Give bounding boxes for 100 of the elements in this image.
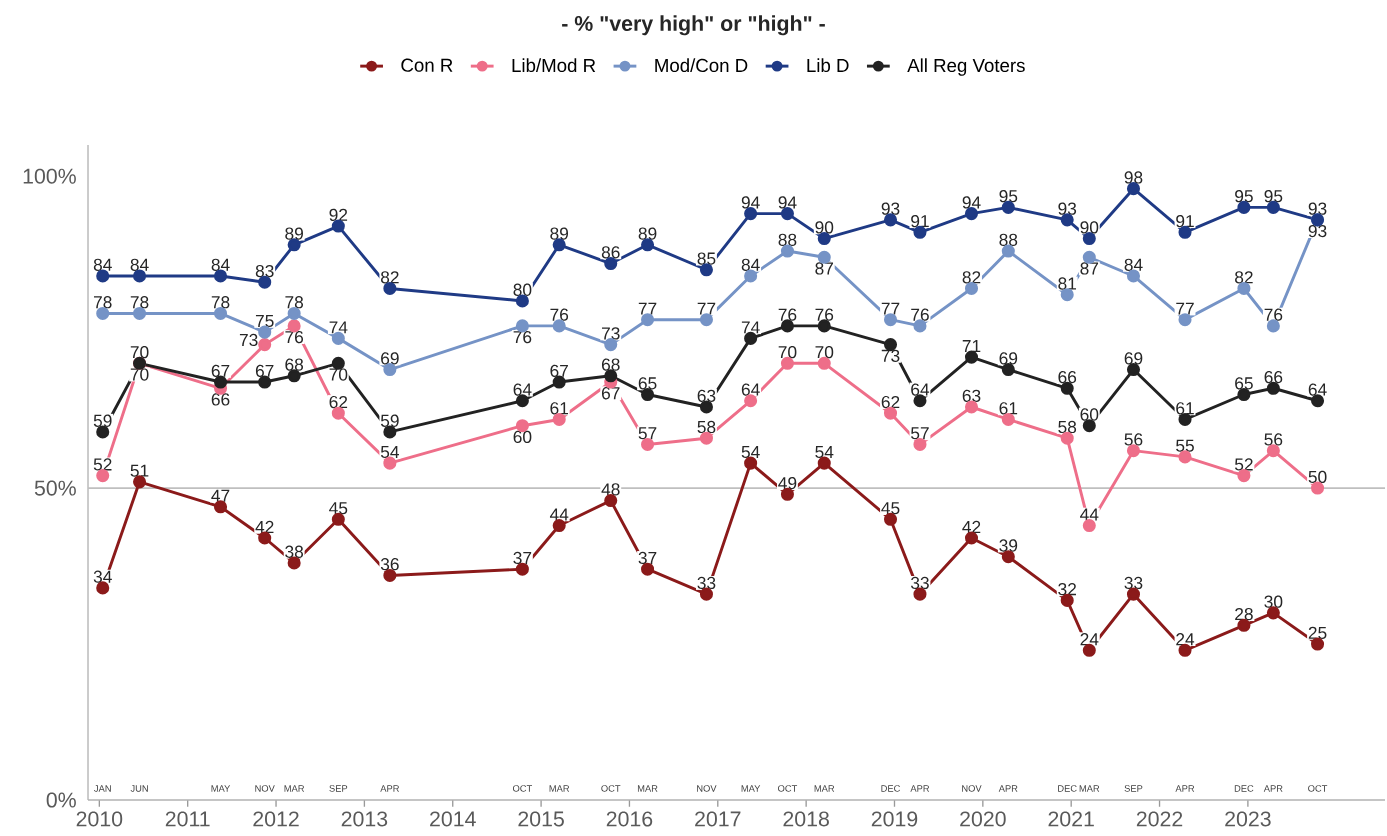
- data-label: 67: [550, 364, 568, 377]
- data-label: 89: [550, 227, 569, 240]
- data-label: 68: [601, 358, 620, 371]
- data-label: 61: [550, 402, 569, 415]
- data-label: 68: [285, 358, 304, 371]
- x-tick-label: 2011: [165, 811, 210, 827]
- data-label: 93: [881, 202, 900, 215]
- annotation: MAR: [1079, 785, 1100, 792]
- data-label: 82: [1235, 271, 1253, 284]
- data-label: 57: [911, 427, 929, 440]
- data-label: 70: [815, 345, 834, 359]
- data-label: 52: [1234, 458, 1253, 471]
- annotation: DEC: [1234, 785, 1254, 792]
- x-tick-label: 2014: [430, 811, 476, 827]
- data-label: 66: [1264, 370, 1283, 384]
- data-label: 49: [778, 476, 797, 490]
- data-label: 84: [211, 258, 230, 271]
- data-label: 76: [550, 308, 569, 321]
- data-label: 89: [638, 227, 657, 240]
- data-label: 50: [1308, 470, 1327, 484]
- data-label: 77: [697, 302, 716, 315]
- data-label: 25: [1308, 626, 1327, 639]
- data-label: 33: [911, 576, 929, 590]
- data-label: 67: [255, 364, 274, 377]
- data-label: 58: [1058, 420, 1077, 434]
- data-label: 67: [601, 387, 620, 400]
- data-label: 84: [1124, 258, 1143, 271]
- legend-label: Lib/Mod R: [512, 58, 596, 73]
- data-label: 60: [1080, 408, 1099, 421]
- data-label: 54: [380, 445, 399, 459]
- data-label: 84: [741, 258, 760, 271]
- data-label: 45: [881, 502, 900, 515]
- data-label: 67: [211, 364, 230, 377]
- data-label: 39: [999, 539, 1018, 552]
- data-label: 64: [911, 383, 930, 396]
- data-label: 56: [1264, 433, 1283, 446]
- data-label: 77: [881, 302, 900, 315]
- data-label: 70: [329, 368, 348, 381]
- data-label: 24: [1176, 633, 1195, 646]
- x-tick-label: 2018: [783, 811, 829, 827]
- data-label: 47: [211, 489, 230, 502]
- data-label: 73: [881, 349, 900, 362]
- data-label: 81: [1058, 277, 1077, 290]
- data-label: 98: [1124, 171, 1143, 184]
- data-label: 62: [881, 395, 900, 409]
- data-label: 90: [815, 221, 834, 234]
- data-label: 91: [911, 214, 929, 228]
- data-label: 33: [1124, 576, 1143, 590]
- data-label: 95: [1264, 190, 1283, 203]
- annotation: OCT: [512, 785, 533, 792]
- data-label: 57: [638, 427, 657, 440]
- annotation: MAY: [211, 785, 231, 792]
- y-tick-label: 50%: [34, 480, 76, 496]
- annotation: OCT: [1308, 785, 1328, 792]
- data-label: 73: [239, 333, 258, 347]
- data-label: 88: [778, 233, 797, 246]
- data-label: 37: [638, 551, 657, 565]
- data-label: 30: [1264, 595, 1283, 608]
- data-label: 95: [1235, 190, 1253, 203]
- data-label: 84: [93, 258, 112, 271]
- x-tick-label: 2012: [253, 811, 299, 827]
- data-label: 64: [741, 383, 760, 396]
- data-label: 66: [1058, 370, 1077, 384]
- data-label: 76: [911, 308, 929, 321]
- annotation: DEC: [1058, 785, 1077, 792]
- data-label: 65: [638, 377, 657, 390]
- data-label: 58: [697, 420, 716, 434]
- legend-label: Mod/Con D: [655, 58, 748, 73]
- x-tick-label: 2010: [76, 811, 123, 827]
- data-label: 70: [778, 345, 797, 359]
- data-label: 59: [93, 414, 112, 427]
- data-label: 70: [130, 345, 149, 359]
- data-label: 37: [513, 551, 532, 565]
- data-label: 48: [601, 483, 620, 496]
- x-tick-label: 2019: [871, 811, 918, 827]
- data-label: 65: [1235, 377, 1253, 390]
- data-label: 78: [130, 296, 149, 309]
- data-label: 80: [513, 283, 532, 296]
- data-label: 42: [255, 520, 274, 533]
- legend-label: Lib D: [807, 58, 849, 73]
- data-label: 86: [601, 246, 620, 259]
- x-tick-label: 2020: [960, 811, 1006, 827]
- data-label: 60: [513, 430, 532, 444]
- data-label: 76: [778, 308, 797, 321]
- annotation: MAR: [814, 785, 835, 792]
- data-label: 93: [1308, 224, 1327, 238]
- data-label: 76: [815, 308, 834, 321]
- annotation: DEC: [881, 785, 901, 792]
- annotation: JUN: [130, 785, 148, 792]
- data-label: 62: [329, 395, 348, 409]
- data-label: 51: [130, 464, 149, 477]
- data-label: 82: [380, 271, 399, 284]
- data-label: 73: [602, 327, 620, 340]
- data-label: 78: [93, 296, 112, 309]
- annotation: APR: [1263, 785, 1283, 792]
- data-label: 69: [999, 352, 1018, 365]
- data-label: 87: [815, 262, 834, 275]
- data-label: 59: [380, 414, 399, 427]
- data-label: 45: [329, 502, 348, 515]
- data-label: 87: [1080, 262, 1099, 275]
